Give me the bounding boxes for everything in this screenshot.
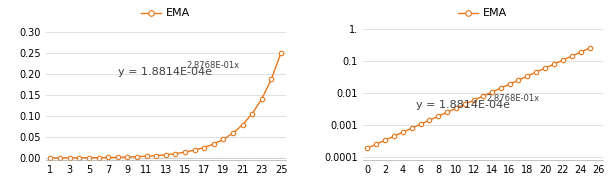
Text: y = 1.8814E-04e: y = 1.8814E-04e — [415, 100, 510, 110]
Legend: EMA: EMA — [137, 4, 194, 23]
Legend: EMA: EMA — [454, 4, 512, 23]
Text: 2.8768E-01x: 2.8768E-01x — [487, 94, 540, 103]
Text: y = 1.8814E-04e: y = 1.8814E-04e — [118, 67, 212, 77]
Text: 2.8768E-01x: 2.8768E-01x — [186, 61, 239, 70]
